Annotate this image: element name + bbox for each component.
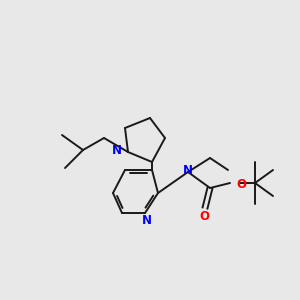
Text: O: O [199,209,209,223]
Text: N: N [183,164,193,178]
Text: N: N [142,214,152,226]
Text: O: O [236,178,246,190]
Text: N: N [112,145,122,158]
